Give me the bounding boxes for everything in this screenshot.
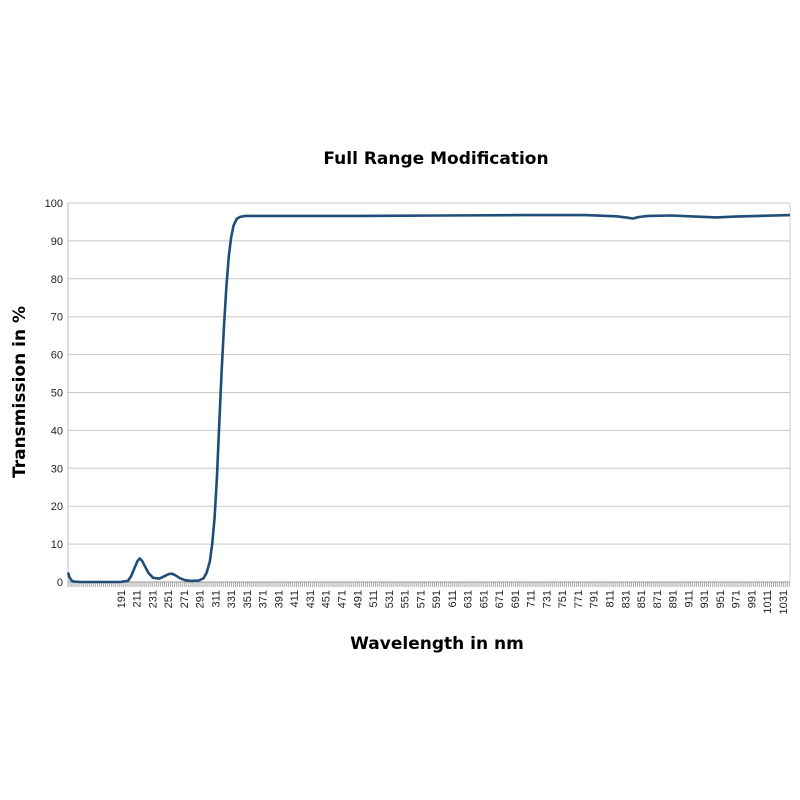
x-tick-label: 231 bbox=[147, 590, 159, 608]
series-line bbox=[66, 213, 791, 584]
x-tick-label: 511 bbox=[368, 590, 380, 608]
y-tick-label: 30 bbox=[51, 463, 63, 475]
x-tick-label: 731 bbox=[541, 590, 553, 608]
x-tick-label: 211 bbox=[132, 590, 144, 608]
chart-title: Full Range Modification bbox=[323, 149, 548, 169]
x-tick-label: 351 bbox=[242, 590, 254, 608]
x-tick-label: 551 bbox=[400, 590, 412, 608]
x-tick-label: 751 bbox=[557, 590, 569, 608]
x-tick-label: 571 bbox=[415, 590, 427, 608]
x-tick-label: 931 bbox=[699, 590, 711, 608]
x-tick-label: 331 bbox=[226, 590, 238, 608]
x-tick-label: 711 bbox=[526, 590, 538, 608]
x-tick-label: 1031 bbox=[778, 590, 790, 614]
x-tick-label: 631 bbox=[463, 590, 475, 608]
x-tick-label: 311 bbox=[210, 590, 222, 608]
x-tick-label: 271 bbox=[179, 590, 191, 608]
x-tick-label: 531 bbox=[384, 590, 396, 608]
x-tick-label: 911 bbox=[683, 590, 695, 608]
x-tick-label: 811 bbox=[605, 590, 617, 608]
x-tick-label: 591 bbox=[431, 590, 443, 608]
y-tick-label: 80 bbox=[51, 274, 63, 286]
x-tick-label: 891 bbox=[668, 590, 680, 608]
grid bbox=[67, 202, 791, 583]
x-tick-label: 691 bbox=[510, 590, 522, 608]
x-tick-label: 191 bbox=[116, 590, 128, 608]
x-tick-label: 791 bbox=[589, 590, 601, 608]
x-tick-label: 871 bbox=[652, 590, 664, 608]
x-tick-label: 951 bbox=[715, 590, 727, 608]
x-tick-label: 291 bbox=[195, 590, 207, 608]
x-tick-label: 771 bbox=[573, 590, 585, 608]
x-tick-label: 851 bbox=[636, 590, 648, 608]
x-tick-label: 391 bbox=[273, 590, 285, 608]
y-tick-label: 40 bbox=[51, 425, 63, 437]
x-tick-label: 411 bbox=[289, 590, 301, 608]
x-tick-label: 431 bbox=[305, 590, 317, 608]
y-axis-label: Transmission in % bbox=[10, 306, 30, 478]
y-tick-label: 100 bbox=[45, 198, 63, 210]
x-tick-label: 491 bbox=[352, 590, 364, 608]
x-tick-label: 971 bbox=[731, 590, 743, 608]
x-tick-label: 671 bbox=[494, 590, 506, 608]
x-tick-label: 831 bbox=[620, 590, 632, 608]
y-tick-label: 0 bbox=[57, 577, 63, 589]
x-tick-label: 471 bbox=[337, 590, 349, 608]
x-tick-label: 1011 bbox=[762, 590, 774, 614]
axis-ticks: 0 10 20 30 40 50 60 70 80 90 100 191 211 231 251 271 291… bbox=[45, 198, 790, 614]
x-tick-label: 451 bbox=[321, 590, 333, 608]
y-tick-label: 90 bbox=[51, 236, 63, 248]
x-axis-label: Wavelength in nm bbox=[350, 634, 524, 654]
y-tick-label: 70 bbox=[51, 312, 63, 324]
x-tick-label: 991 bbox=[746, 590, 758, 608]
y-tick-label: 10 bbox=[51, 539, 63, 551]
y-tick-label: 20 bbox=[51, 501, 63, 513]
x-tick-label: 611 bbox=[447, 590, 459, 608]
x-tick-label: 251 bbox=[163, 590, 175, 608]
y-tick-label: 50 bbox=[51, 388, 63, 400]
x-tick-label: 651 bbox=[478, 590, 490, 608]
x-tick-label: 371 bbox=[258, 590, 270, 608]
y-tick-label: 60 bbox=[51, 350, 63, 362]
